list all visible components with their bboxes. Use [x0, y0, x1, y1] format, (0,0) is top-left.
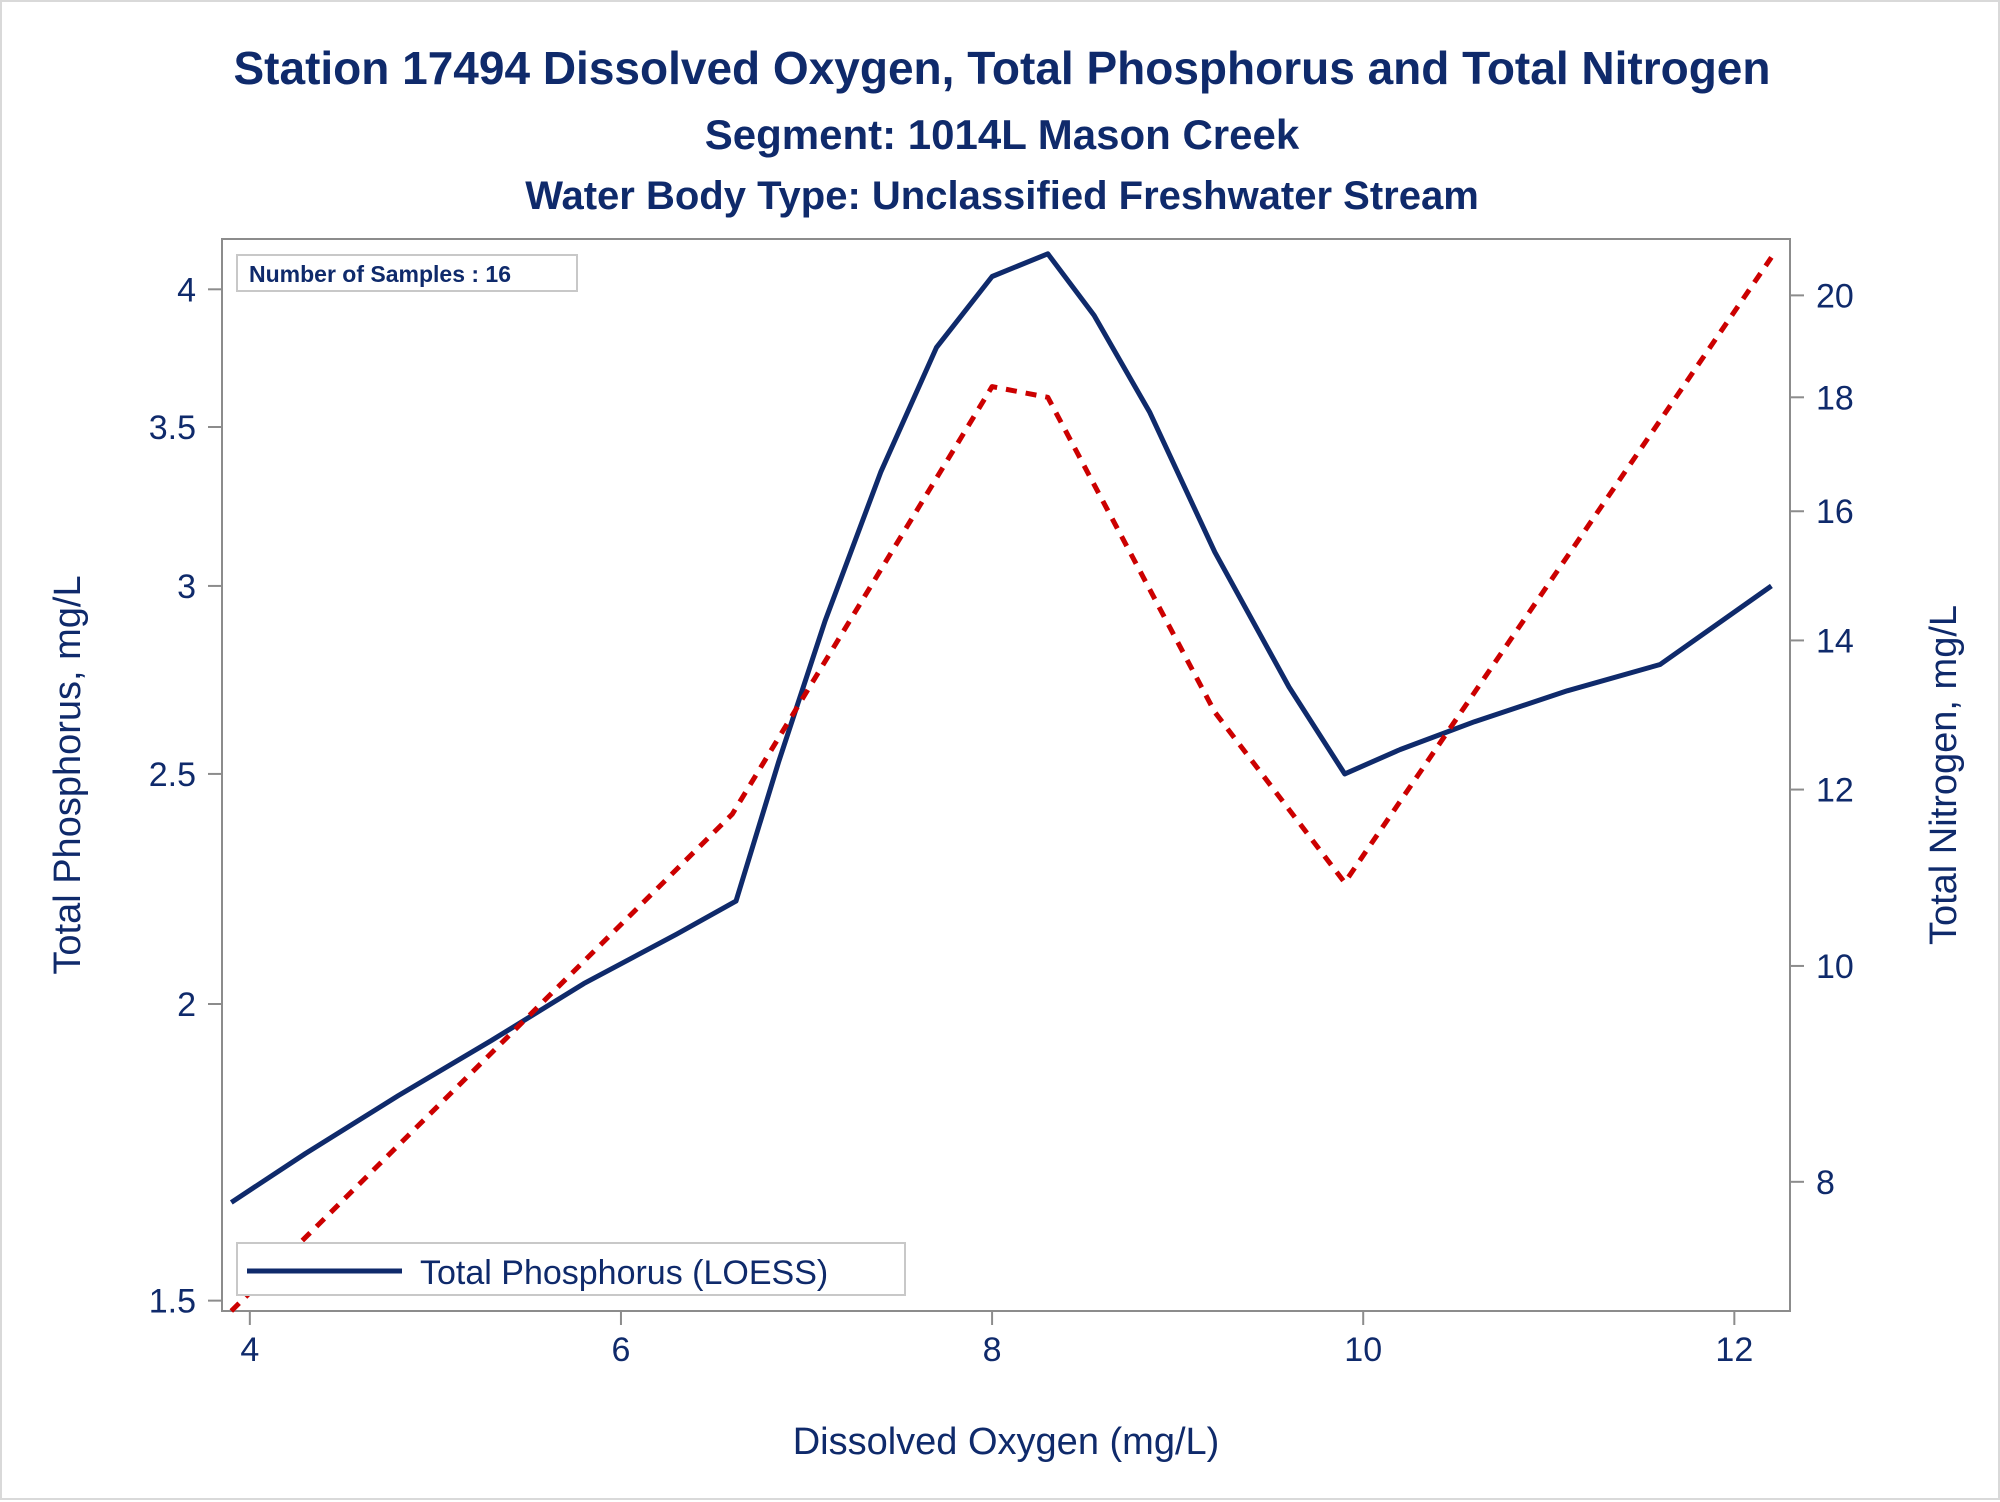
y-right-tick-label: 8 [1816, 1164, 1835, 1202]
sample-count-box: Number of Samples : 16 [236, 254, 578, 292]
y-left-tick-label: 3 [177, 568, 196, 606]
series-layer [229, 251, 1774, 1313]
y-right-tick-label: 10 [1816, 948, 1854, 986]
chart-subtitle: Segment: 1014L Mason Creek [705, 111, 1300, 158]
series-line-total-nitrogen [229, 255, 1774, 1313]
chart-title: Station 17494 Dissolved Oxygen, Total Ph… [233, 42, 1770, 94]
legend-entry-label: Total Phosphorus (LOESS) [420, 1254, 828, 1292]
y-left-tick-label: 4 [177, 271, 196, 309]
y-axis-left-label: Total Phosphorus, mg/L [47, 575, 89, 974]
y-left-tick-label: 2.5 [149, 756, 196, 794]
y-right-tick-label: 14 [1816, 622, 1854, 660]
chart-subtitle-2: Water Body Type: Unclassified Freshwater… [525, 174, 1479, 218]
y-right-tick-label: 16 [1816, 493, 1854, 531]
y-right-tick-label: 18 [1816, 379, 1854, 417]
y-axis-right-label: Total Nitrogen, mg/L [1923, 605, 1965, 945]
x-tick-label: 10 [1344, 1331, 1382, 1369]
x-axis-label: Dissolved Oxygen (mg/L) [793, 1421, 1220, 1463]
y-left-tick-label: 2 [177, 986, 196, 1024]
x-tick-label: 6 [611, 1331, 630, 1369]
y-right-tick-label: 12 [1816, 772, 1854, 810]
axes-layer: 4 6 8 10 12 1.5 2 2.5 3 3.5 4 8 10 12 14 16 18 20 [149, 271, 1854, 1369]
x-tick-label: 8 [983, 1331, 1002, 1369]
plot-area [221, 238, 1791, 1312]
sample-count-label: Number of Samples : 16 [249, 261, 511, 287]
x-tick-label: 12 [1715, 1331, 1753, 1369]
legend: Total Phosphorus (LOESS) [236, 1242, 906, 1296]
y-left-tick-label: 3.5 [149, 409, 196, 447]
x-tick-label: 4 [240, 1331, 259, 1369]
y-right-tick-label: 20 [1816, 277, 1854, 315]
y-left-tick-label: 1.5 [149, 1283, 196, 1321]
series-line-total-phosphorus [229, 251, 1773, 1205]
